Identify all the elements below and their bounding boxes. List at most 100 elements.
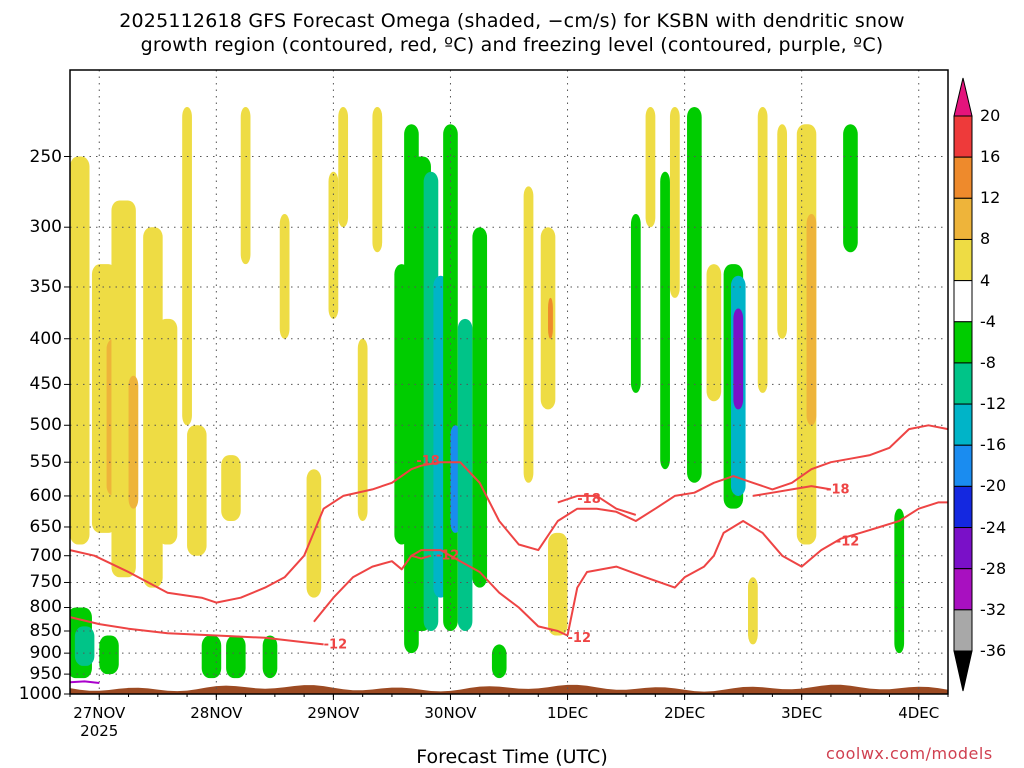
colorbar-bin-11 [953, 568, 973, 611]
ytick-label-1000: 1000 [18, 684, 62, 704]
colorbar-tick-12: -32 [980, 599, 1007, 619]
ground-surface [70, 684, 948, 694]
omega-region-35 [687, 106, 702, 483]
colorbar-tick-2: 12 [980, 188, 1001, 208]
colorbar-bin-7 [953, 403, 973, 446]
omega-region-52 [262, 635, 278, 679]
contour-label-4: -12 [568, 631, 592, 646]
xtick-label-1: 28NOV [190, 704, 243, 722]
contour-label-1: -18 [577, 492, 601, 507]
colorbar-bin-6 [953, 362, 973, 405]
omega-region-33 [660, 171, 670, 470]
colorbar-tick-4: 4 [980, 270, 991, 290]
omega-region-16 [372, 106, 383, 253]
ytick-label-800: 800 [29, 597, 62, 618]
chart-title-line-1: 2025112618 GFS Forecast Omega (shaded, −… [119, 10, 905, 32]
omega-region-14 [338, 106, 349, 228]
chart-title-line-2: growth region (contoured, red, ºC) and f… [140, 34, 884, 56]
colorbar-tick-3: 8 [980, 229, 991, 249]
colorbar-tick-5: -4 [980, 311, 996, 331]
omega-region-41 [777, 124, 788, 339]
ytick-label-400: 400 [29, 328, 62, 349]
colorbar-tick-8: -16 [980, 435, 1007, 455]
ytick-label-700: 700 [29, 545, 62, 566]
colorbar-bin-1 [953, 156, 973, 199]
omega-region-25 [472, 227, 488, 588]
colorbar-tick-9: -20 [980, 476, 1007, 496]
terrain-layer [70, 684, 948, 694]
omega-region-0 [70, 156, 90, 545]
colorbar-top-arrow [953, 77, 973, 117]
colorbar-bin-10 [953, 527, 973, 570]
ytick-label-350: 350 [29, 276, 62, 297]
omega-region-50 [201, 635, 222, 679]
dgz-contour-5 [566, 501, 948, 636]
dgz-contour-4 [313, 549, 568, 637]
dgz-contour-0 [69, 424, 949, 604]
colorbar-bin-4 [953, 280, 973, 323]
contour-label-3: -12 [324, 637, 348, 652]
omega-region-9 [221, 455, 241, 521]
colorbar-bin-2 [953, 197, 973, 240]
contour-layer: -18 -18 -18 -12 -12 -12 -12 [69, 424, 949, 684]
ytick-label-900: 900 [29, 643, 62, 664]
omega-region-42 [748, 577, 758, 645]
xtick-label-5: 2DEC [664, 704, 706, 722]
omega-region-31 [630, 214, 641, 393]
colorbar-tick-1: 16 [980, 147, 1001, 167]
contour-label-2: -18 [826, 482, 850, 497]
omega-region-48 [74, 626, 95, 666]
colorbar-bin-0 [953, 115, 973, 158]
dgz-contour-2 [752, 485, 832, 497]
dgz-contour-1 [557, 494, 637, 516]
contour-label-0: -18 [416, 454, 440, 469]
ytick-label-750: 750 [29, 572, 62, 593]
omega-region-6 [157, 318, 178, 545]
xtick-label-3: 30NOV [424, 704, 477, 722]
colorbar-tick-11: -28 [980, 558, 1007, 578]
ytick-label-650: 650 [29, 516, 62, 537]
colorbar [953, 77, 973, 692]
omega-shading-layer [70, 106, 905, 679]
colorbar-tick-10: -24 [980, 517, 1007, 537]
omega-region-13 [328, 171, 339, 319]
dgz-contour-6 [411, 554, 432, 560]
ytick-label-300: 300 [29, 217, 62, 238]
xtick-year-label: 2025 [80, 722, 119, 740]
omega-region-36 [706, 264, 722, 402]
xtick-label-6: 3DEC [781, 704, 823, 722]
xtick-label-0: 27NOV [73, 704, 126, 722]
colorbar-tick-0: 20 [980, 106, 1001, 125]
omega-region-10 [240, 106, 251, 265]
omega-region-40 [757, 106, 768, 393]
omega-region-8 [187, 425, 207, 556]
omega-region-30 [548, 532, 568, 636]
colorbar-tick-13: -36 [980, 641, 1007, 660]
ytick-label-450: 450 [29, 374, 62, 395]
omega-region-7 [182, 106, 192, 426]
omega-region-29 [548, 297, 553, 339]
omega-region-26 [491, 644, 507, 679]
contour-label-6: -12 [436, 549, 460, 564]
credit-text: coolwx.com/models [826, 744, 993, 763]
omega-region-39 [733, 308, 744, 410]
omega-region-27 [523, 186, 534, 483]
omega-region-15 [357, 338, 368, 521]
freezing-level-contour-7 [69, 680, 100, 684]
omega-region-44 [806, 214, 817, 426]
ytick-label-550: 550 [29, 452, 62, 473]
ytick-label-950: 950 [29, 664, 62, 685]
omega-region-11 [279, 214, 290, 339]
colorbar-bottom-arrow [953, 650, 973, 692]
omega-region-24 [457, 318, 473, 631]
omega-region-45 [843, 124, 858, 253]
omega-region-4 [128, 375, 139, 509]
plot-frame [69, 69, 949, 695]
xtick-label-7: 4DEC [898, 704, 940, 722]
colorbar-tick-7: -12 [980, 394, 1007, 414]
contour-label-5: -12 [836, 535, 860, 550]
ytick-label-850: 850 [29, 620, 62, 641]
colorbar-bin-8 [953, 444, 973, 487]
dgz-contour-3 [69, 616, 324, 646]
xtick-label-4: 1DEC [547, 704, 589, 722]
